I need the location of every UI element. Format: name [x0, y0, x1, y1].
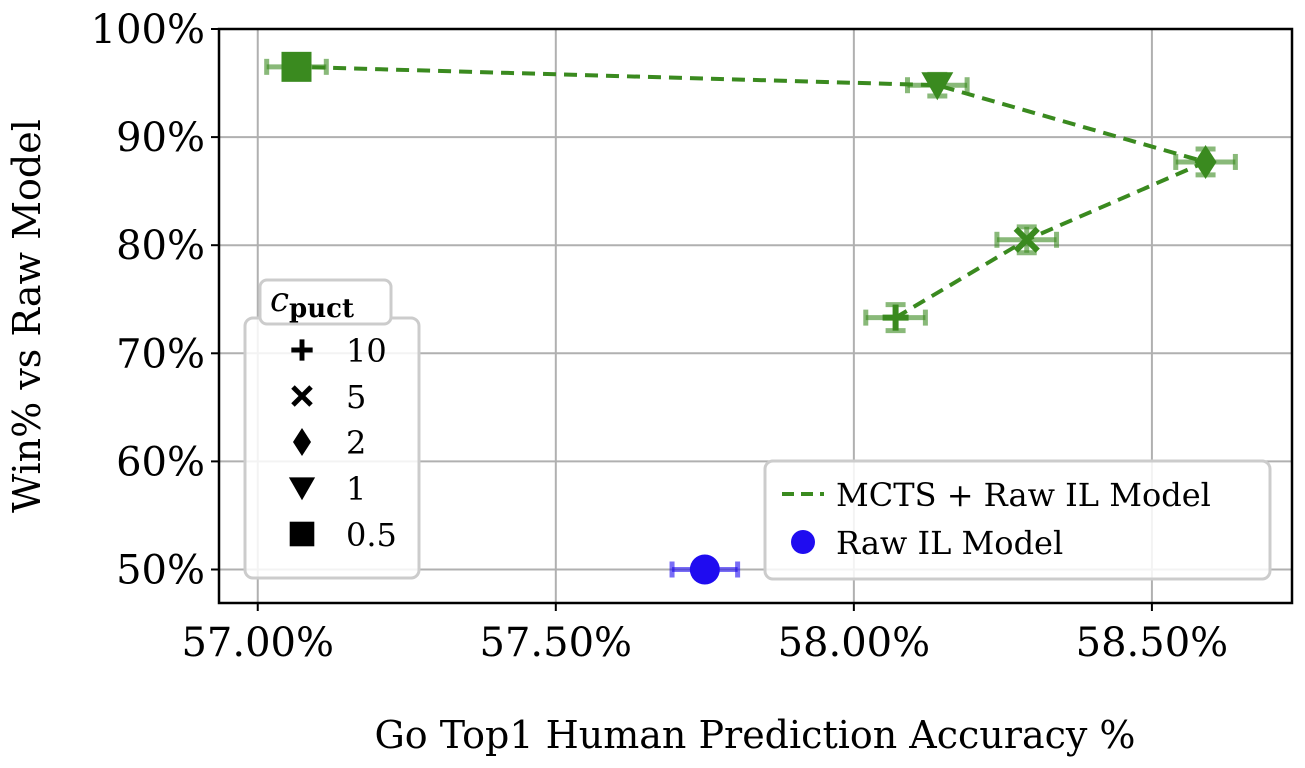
y-axis-label: Win% vs Raw Model: [5, 119, 49, 513]
y-tick-label: 90%: [116, 115, 205, 161]
cpuct-legend: cpuct 10 5 2 1 0.5: [243, 278, 421, 580]
data-point-diamond: [1194, 144, 1217, 179]
data-point-triangle-down: [921, 72, 954, 101]
data-point-square: [281, 51, 312, 82]
legend-raw-label: Raw IL Model: [836, 524, 1063, 562]
legend-diamond-icon: [292, 428, 312, 456]
y-tick-label: 70%: [116, 331, 205, 377]
legend-mcts-label: MCTS + Raw IL Model: [836, 476, 1211, 514]
series-line: [296, 64, 1212, 320]
plot-frame: [217, 27, 1294, 605]
data-point-plus: [882, 304, 909, 331]
series-legend: MCTS + Raw IL Model Raw IL Model: [763, 459, 1272, 581]
cpuct-legend-label: 2: [346, 424, 366, 462]
legend-plus-icon: [291, 339, 313, 361]
plot-data: [264, 51, 1238, 585]
cpuct-legend-title: cpuct: [270, 280, 354, 324]
x-tick-label: 57.00%: [181, 620, 334, 666]
y-tick-label: 100%: [91, 7, 205, 53]
cpuct-title-main: c: [270, 280, 289, 320]
ticks: 57.00% 57.50% 58.00% 58.50% 50% 60% 70% 80% 90% 1…: [91, 7, 1229, 666]
legend-triangle-down-icon: [288, 477, 316, 501]
legend-circle-icon: [791, 530, 815, 554]
y-tick-label: 50%: [116, 547, 205, 593]
cpuct-legend-label: 0.5: [346, 516, 397, 554]
cpuct-legend-label: 10: [346, 332, 387, 370]
series-legend-box: [763, 459, 1272, 581]
cpuct-legend-label: 5: [346, 378, 366, 416]
x-tick-label: 58.00%: [778, 620, 931, 666]
y-tick-label: 60%: [116, 439, 205, 485]
x-tick-label: 57.50%: [480, 620, 633, 666]
data-point-circle: [689, 554, 720, 585]
data-point-x: [1013, 226, 1040, 253]
cpuct-title-sub: puct: [289, 294, 354, 324]
x-tick-label: 58.50%: [1076, 620, 1229, 666]
cpuct-legend-title-box: [258, 278, 393, 326]
legend-square-icon: [289, 521, 315, 547]
y-tick-label: 80%: [116, 223, 205, 269]
legend-x-icon: [291, 385, 313, 407]
cpuct-legend-label: 1: [346, 470, 366, 508]
cpuct-legend-items: 10 5 2 1 0.5: [288, 332, 397, 554]
x-axis-label: Go Top1 Human Prediction Accuracy %: [374, 713, 1135, 757]
